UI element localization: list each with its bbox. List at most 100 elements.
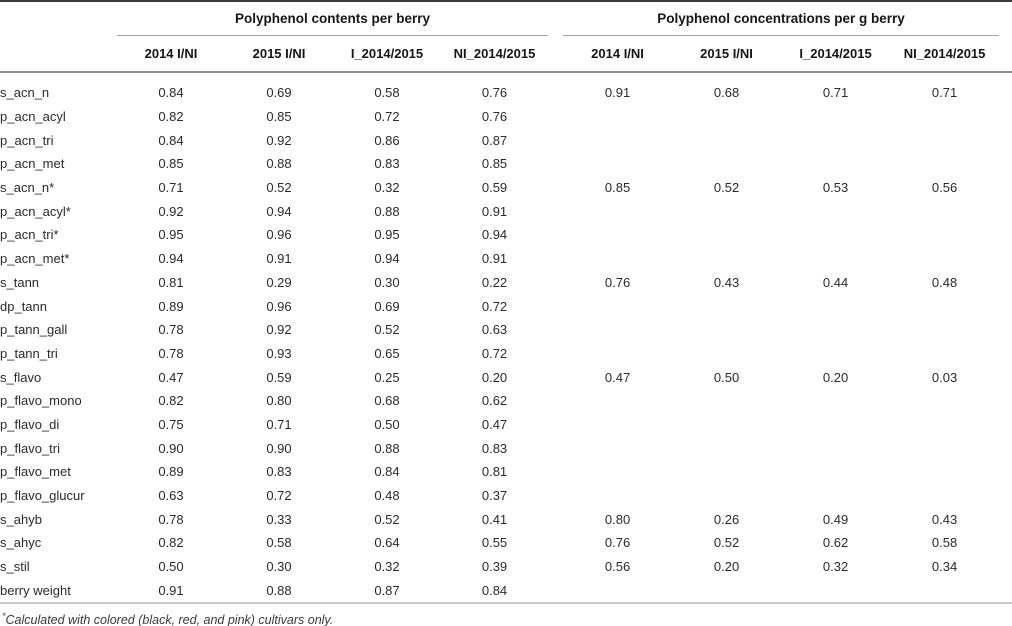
row-label: p_acn_tri*: [0, 227, 59, 243]
group-gap: [548, 436, 563, 460]
value-cell-per-g: 0.34: [931, 559, 958, 575]
row-label: s_flavo: [0, 369, 42, 385]
value-cell-berry: 0.85: [481, 156, 508, 172]
value-cell-per-g: [672, 342, 781, 366]
value-cell-per-g: [890, 389, 999, 413]
value-cell-berry: 0.47: [481, 416, 508, 432]
value-cell-per-g: 0.43: [713, 274, 740, 290]
table-row: p_acn_acyl* 0.92 0.94 0.88 0.91: [0, 199, 1012, 223]
value-cell-berry: 0.72: [481, 298, 508, 314]
value-cell-per-g: [890, 484, 999, 508]
value-cell-per-g: [672, 460, 781, 484]
right-margin-spacer: [999, 271, 1012, 295]
value-cell-per-g: [672, 199, 781, 223]
value-cell-per-g: [890, 152, 999, 176]
value-cell-berry: 0.78: [158, 511, 184, 527]
table-row: s_acn_n* 0.71 0.52 0.32 0.59 0.85 0.52 0.53 0.56: [0, 176, 1012, 200]
value-cell-per-g: 0.56: [604, 559, 631, 575]
row-label: s_tann: [0, 274, 40, 290]
value-cell-per-g: 0.62: [822, 535, 849, 551]
table-row: s_acn_n 0.84 0.69 0.58 0.76 0.91 0.68 0.71 0.71: [0, 72, 1012, 105]
right-margin-spacer: [999, 2, 1012, 36]
polyphenol-correlation-table: Polyphenol contents per berry Polyphenol…: [0, 2, 1012, 605]
value-cell-per-g: [672, 247, 781, 271]
group-gap: [548, 507, 563, 531]
value-cell-berry: 0.52: [374, 322, 400, 338]
row-label: p_flavo_tri: [0, 440, 60, 456]
group-gap: [548, 460, 563, 484]
table-row: s_stil 0.50 0.30 0.32 0.39 0.56 0.20 0.32 0.34: [0, 555, 1012, 579]
right-margin-spacer: [999, 555, 1012, 579]
value-cell-per-g: [672, 389, 781, 413]
right-margin-spacer: [999, 460, 1012, 484]
value-cell-per-g: [563, 578, 673, 605]
value-cell-berry: 0.95: [158, 227, 184, 243]
value-cell-per-g: [672, 223, 781, 247]
col-header-perg-ni: NI_2014/2015: [890, 35, 1000, 73]
value-cell-per-g: [672, 294, 781, 318]
value-cell-per-g: [781, 318, 890, 342]
table-row: p_tann_tri 0.78 0.93 0.65 0.72: [0, 342, 1012, 366]
table-row: p_flavo_mono 0.82 0.80 0.68 0.62: [0, 389, 1012, 413]
value-cell-per-g: [890, 128, 999, 152]
value-cell-per-g: 0.76: [604, 535, 631, 551]
value-cell-per-g: [781, 413, 890, 437]
value-cell-per-g: [890, 223, 999, 247]
table-row: p_tann_gall 0.78 0.92 0.52 0.63: [0, 318, 1012, 342]
value-cell-berry: 0.94: [158, 251, 184, 267]
group-gap: [548, 199, 563, 223]
value-cell-berry: 0.63: [481, 322, 508, 338]
value-cell-berry: 0.50: [374, 416, 400, 432]
value-cell-berry: 0.58: [266, 535, 292, 551]
footnote-text: Calculated with colored (black, red, and…: [5, 613, 334, 626]
value-cell-per-g: 0.53: [822, 180, 849, 196]
group-gap: [548, 318, 563, 342]
table-row: p_flavo_di 0.75 0.71 0.50 0.47: [0, 413, 1012, 437]
value-cell-berry: 0.76: [481, 109, 508, 125]
value-cell-per-g: [563, 128, 672, 152]
row-label: s_acn_n*: [0, 180, 55, 196]
group-gap: [548, 271, 563, 295]
value-cell-berry: 0.84: [158, 85, 184, 101]
row-label: p_acn_met: [0, 156, 65, 172]
column-header-row: 2014 I/NI 2015 I/NI I_2014/2015 NI_2014/…: [0, 35, 1012, 73]
right-margin-spacer: [999, 507, 1012, 531]
row-label-header-blank: [0, 2, 117, 36]
value-cell-per-g: [781, 460, 890, 484]
group-gap: [548, 294, 563, 318]
table-row: s_ahyc 0.82 0.58 0.64 0.55 0.76 0.52 0.62 0.58: [0, 531, 1012, 555]
value-cell-per-g: 0.85: [604, 180, 631, 196]
value-cell-berry: 0.86: [374, 132, 400, 148]
right-margin-spacer: [999, 342, 1012, 366]
table-row: p_acn_tri 0.84 0.92 0.86 0.87: [0, 128, 1012, 152]
value-cell-per-g: [781, 128, 890, 152]
value-cell-berry: 0.96: [266, 298, 292, 314]
value-cell-berry: 0.88: [225, 578, 333, 605]
value-cell-per-g: [890, 199, 999, 223]
value-cell-per-g: [672, 105, 781, 129]
value-cell-per-g: 0.58: [931, 535, 958, 551]
right-margin-spacer: [999, 199, 1012, 223]
value-cell-per-g: [672, 413, 781, 437]
right-margin-spacer: [999, 247, 1012, 271]
col-header-berry-i: I_2014/2015: [333, 35, 441, 73]
value-cell-per-g: 0.68: [713, 85, 740, 101]
row-label: s_stil: [0, 559, 30, 575]
group-gap: [548, 342, 563, 366]
right-margin-spacer: [999, 223, 1012, 247]
value-cell-berry: 0.50: [158, 559, 184, 575]
value-cell-per-g: [781, 436, 890, 460]
value-cell-berry: 0.76: [481, 85, 508, 101]
value-cell-berry: 0.92: [158, 203, 184, 219]
table-row: p_acn_met 0.85 0.88 0.83 0.85: [0, 152, 1012, 176]
group-gap: [548, 35, 564, 73]
value-cell-berry: 0.87: [481, 132, 508, 148]
table-row: p_flavo_met 0.89 0.83 0.84 0.81: [0, 460, 1012, 484]
value-cell-per-g: [781, 152, 890, 176]
row-label: p_acn_acyl: [0, 109, 66, 125]
value-cell-per-g: [563, 152, 672, 176]
group-gap: [548, 223, 563, 247]
right-margin-spacer: [999, 152, 1012, 176]
value-cell-per-g: [672, 484, 781, 508]
value-cell-berry: 0.84: [441, 578, 549, 605]
